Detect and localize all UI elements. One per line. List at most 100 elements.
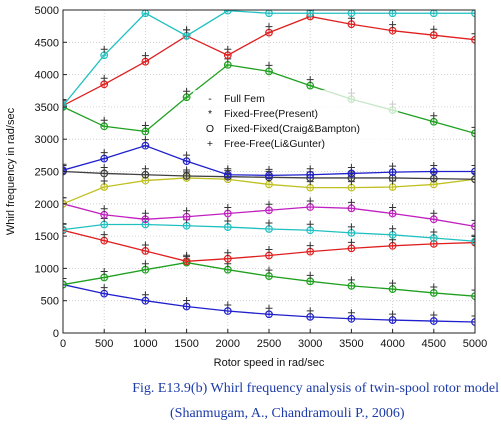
y-tick-label: 2000 [35,199,59,211]
data-point-star [307,314,313,320]
series-1 [63,275,475,326]
data-point-star [472,223,475,229]
data-point-star [225,52,231,58]
data-point-plus [100,116,108,124]
series-8 [63,136,475,180]
data-point-star [348,21,354,27]
data-point-star [431,10,437,16]
data-point-star [63,167,66,173]
data-point-circle [471,237,475,246]
series-2 [63,253,475,301]
data-point-circle [223,10,232,15]
data-point-star [472,240,475,246]
data-point-plus [265,165,273,173]
data-point-star [431,235,437,241]
data-point-star [307,249,313,255]
data-point-plus [100,163,108,171]
data-point-plus [183,87,191,95]
data-point-star [390,210,396,216]
data-point-plus [63,160,67,168]
data-point-circle [471,222,475,231]
data-point-star [431,290,437,296]
data-point-star [142,216,148,222]
legend-symbol: - [208,93,212,105]
data-point-star [472,238,475,244]
data-point-star [266,226,272,232]
legend-label: Full Fem [224,93,265,105]
data-point-star [431,32,437,38]
data-point-plus [471,231,475,239]
data-point-plus [265,61,273,69]
legend-label: Fixed-Free(Present) [224,108,318,120]
data-point-star [472,176,475,182]
series-5 [63,194,475,231]
data-point-star [472,319,475,325]
data-point-star [225,210,231,216]
data-point-star [472,130,475,136]
data-point-plus [141,121,149,129]
data-point-star [184,304,190,310]
data-point-plus [224,217,232,225]
data-point-plus [389,203,397,211]
y-tick-label: 0 [53,328,59,340]
data-point-plus [224,203,232,211]
data-point-plus [100,284,108,292]
data-point-circle [471,318,475,326]
data-point-star [142,298,148,304]
data-point-star [348,230,354,236]
data-point-star [63,103,66,109]
data-point-plus [306,165,314,173]
data-point-star [348,205,354,211]
data-point-star [431,318,437,324]
data-point-plus [100,205,108,213]
data-point-star [184,258,190,264]
data-point-star [184,158,190,164]
data-point-star [225,10,231,14]
data-point-plus [100,45,108,53]
data-point-plus [471,312,475,320]
data-point-plus [63,220,67,228]
data-point-plus [347,238,355,246]
data-point-plus [141,136,149,144]
data-point-star [266,172,272,178]
data-point-circle [471,292,475,301]
data-point-circle [471,129,475,138]
data-point-star [266,68,272,74]
data-point-plus [306,220,314,228]
data-point-star [101,52,107,58]
data-point-star [101,221,107,227]
data-point-star [348,245,354,251]
data-point-plus [347,223,355,231]
data-point-star [390,286,396,292]
data-point-star [431,216,437,222]
data-point-plus [224,260,232,268]
data-point-plus [183,207,191,215]
data-point-star [390,243,396,249]
x-tick-label: 2000 [216,338,240,350]
y-tick-label: 2500 [35,167,59,179]
data-point-star [101,184,107,190]
data-point-circle [347,10,356,18]
data-point-circle [471,10,475,18]
data-point-star [142,10,148,16]
data-point-star [142,267,148,273]
data-point-star [390,184,396,190]
data-point-plus [471,123,475,131]
data-point-star [142,143,148,149]
data-point-plus [430,311,438,319]
data-point-star [101,170,107,176]
data-point-plus [306,307,314,315]
data-point-star [101,123,107,129]
legend-box [193,90,398,153]
data-point-plus [265,304,273,312]
legend-label: Free-Free(Li&Gunter) [224,138,325,150]
data-point-star [472,10,475,16]
data-point-plus [100,149,108,157]
data-point-star [307,83,313,89]
data-point-star [390,317,396,323]
data-point-star [101,291,107,297]
data-point-plus [347,14,355,22]
data-point-plus [183,166,191,174]
data-point-plus [430,209,438,217]
y-tick-label: 4000 [35,70,59,82]
